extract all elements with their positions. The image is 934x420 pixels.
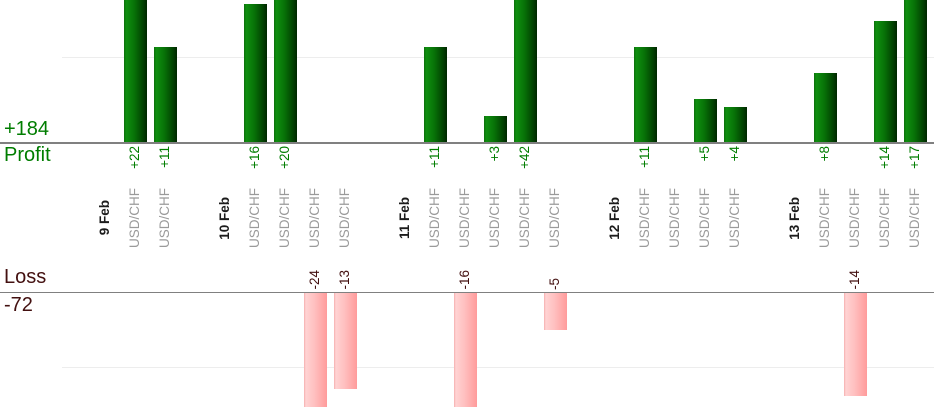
profit-axis-title: Profit	[4, 144, 51, 166]
profit-bar-label: +8	[817, 146, 832, 162]
loss-bar[interactable]	[453, 293, 477, 407]
instrument-label: USD/CHF	[240, 186, 270, 250]
profit-plot-area	[0, 0, 934, 142]
instrument-label: USD/CHF	[120, 186, 150, 250]
instrument-label: USD/CHF	[450, 186, 480, 250]
profit-bar-label: +42	[517, 146, 532, 169]
instrument-label: USD/CHF	[330, 186, 360, 250]
instrument-label-text: USD/CHF	[277, 188, 292, 248]
profit-bar-label: +4	[727, 146, 742, 162]
profit-bar[interactable]	[813, 73, 837, 142]
loss-axis-line	[0, 291, 934, 293]
loss-total-value: -72	[4, 294, 33, 316]
loss-gridline	[62, 367, 934, 368]
profit-bar-label: +14	[877, 146, 892, 169]
profit-bar-label: +22	[127, 146, 142, 169]
profit-bar[interactable]	[483, 116, 507, 142]
date-label: 9 Feb	[90, 186, 120, 250]
loss-bar-label: -5	[547, 277, 562, 290]
instrument-label: USD/CHF	[270, 186, 300, 250]
profit-bar-label: +11	[637, 146, 652, 168]
instrument-label-text: USD/CHF	[517, 188, 532, 248]
instrument-label-text: USD/CHF	[907, 188, 922, 248]
instrument-label-text: USD/CHF	[727, 188, 742, 248]
instrument-label-text: USD/CHF	[427, 188, 442, 248]
instrument-label-text: USD/CHF	[697, 188, 712, 248]
loss-plot-area	[0, 293, 934, 407]
date-label: 13 Feb	[780, 186, 810, 250]
loss-bar-label: -16	[457, 270, 472, 290]
profit-bar-label: +20	[277, 146, 292, 169]
loss-axis-title: Loss	[4, 266, 47, 288]
profit-bar-label: +3	[487, 146, 502, 162]
instrument-label-text: USD/CHF	[847, 188, 862, 248]
date-label-text: 13 Feb	[787, 196, 802, 240]
date-label-text: 10 Feb	[217, 196, 232, 240]
loss-bar-label: -13	[337, 270, 352, 290]
instrument-label: USD/CHF	[420, 186, 450, 250]
profit-total-value: +184	[4, 118, 50, 140]
profit-bar-label: +11	[427, 146, 442, 168]
instrument-label-text: USD/CHF	[667, 188, 682, 248]
instrument-label: USD/CHF	[630, 186, 660, 250]
instrument-label: USD/CHF	[690, 186, 720, 250]
profit-bar[interactable]	[513, 0, 537, 142]
profit-axis-line	[0, 142, 934, 144]
date-label-text: 12 Feb	[607, 196, 622, 240]
profit-bar[interactable]	[903, 0, 927, 142]
instrument-label-text: USD/CHF	[337, 188, 352, 248]
date-label: 11 Feb	[390, 186, 420, 250]
instrument-label-text: USD/CHF	[877, 188, 892, 248]
date-label-text: 11 Feb	[397, 196, 412, 240]
instrument-label: USD/CHF	[540, 186, 570, 250]
profit-bar[interactable]	[243, 4, 267, 142]
instrument-label: USD/CHF	[660, 186, 690, 250]
instrument-label: USD/CHF	[720, 186, 750, 250]
loss-bar[interactable]	[843, 293, 867, 396]
date-label: 10 Feb	[210, 186, 240, 250]
profit-bar[interactable]	[273, 0, 297, 142]
date-label: 12 Feb	[600, 186, 630, 250]
instrument-label-text: USD/CHF	[157, 188, 172, 248]
instrument-label-text: USD/CHF	[307, 188, 322, 248]
instrument-label-text: USD/CHF	[817, 188, 832, 248]
profit-bar[interactable]	[423, 47, 447, 142]
instrument-label: USD/CHF	[150, 186, 180, 250]
instrument-label-text: USD/CHF	[637, 188, 652, 248]
instrument-label-text: USD/CHF	[457, 188, 472, 248]
profit-bar[interactable]	[153, 47, 177, 142]
loss-bar[interactable]	[303, 293, 327, 407]
profit-bar[interactable]	[723, 107, 747, 142]
instrument-label: USD/CHF	[480, 186, 510, 250]
loss-bar[interactable]	[543, 293, 567, 330]
profit-bar[interactable]	[633, 47, 657, 142]
instrument-label: USD/CHF	[840, 186, 870, 250]
loss-bar-label: -24	[307, 270, 322, 290]
profit-bar-label: +16	[247, 146, 262, 169]
date-label-text: 9 Feb	[97, 200, 112, 236]
profit-bar-label: +5	[697, 146, 712, 162]
instrument-label: USD/CHF	[300, 186, 330, 250]
profit-bar-label: +11	[157, 146, 172, 168]
instrument-label: USD/CHF	[900, 186, 930, 250]
profit-bar-label: +17	[907, 146, 922, 169]
loss-bar-label: -14	[847, 270, 862, 290]
instrument-label-text: USD/CHF	[487, 188, 502, 248]
instrument-label-text: USD/CHF	[247, 188, 262, 248]
profit-bar[interactable]	[873, 21, 897, 142]
profit-gridline	[62, 57, 934, 58]
instrument-label: USD/CHF	[870, 186, 900, 250]
profit-bar[interactable]	[693, 99, 717, 142]
instrument-label: USD/CHF	[510, 186, 540, 250]
instrument-label-text: USD/CHF	[547, 188, 562, 248]
loss-bar[interactable]	[333, 293, 357, 389]
instrument-label: USD/CHF	[810, 186, 840, 250]
profit-bar[interactable]	[123, 0, 147, 142]
instrument-label-text: USD/CHF	[127, 188, 142, 248]
